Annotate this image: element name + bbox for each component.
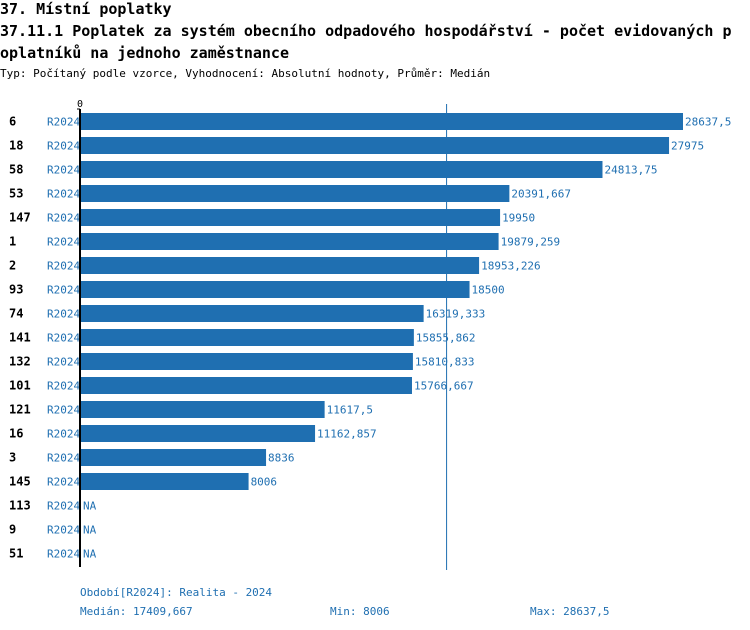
row-id-label: 101: [9, 379, 31, 393]
data-bar: [80, 161, 603, 178]
row-period-label: R2024: [47, 332, 80, 345]
data-bar: [80, 257, 480, 274]
row-period-label: R2024: [47, 116, 80, 129]
data-value-label: 8006: [251, 476, 277, 489]
chart-subtitle: Typ: Počítaný podle vzorce, Vyhodnocení:…: [0, 67, 491, 80]
row-id-label: 51: [9, 547, 23, 561]
row-period-label: R2024: [47, 404, 80, 417]
row-period-label: R2024: [47, 356, 80, 369]
data-value-label: 27975: [671, 140, 704, 153]
data-bar: [80, 449, 267, 466]
indicator-title-line-1: 37.11.1 Poplatek za systém obecního odpa…: [0, 22, 732, 40]
row-period-label: R2024: [47, 476, 80, 489]
axis-zero-label: 0: [77, 99, 83, 110]
data-value-label: 28637,5: [685, 116, 731, 129]
row-id-label: 145: [9, 475, 31, 489]
data-bar: [80, 401, 325, 418]
row-id-label: 141: [9, 331, 31, 345]
row-period-label: R2024: [47, 188, 80, 201]
row-period-label: R2024: [47, 308, 80, 321]
median-summary: Medián: 17409,667: [80, 605, 193, 618]
max-summary: Max: 28637,5: [530, 605, 610, 618]
row-period-label: R2024: [47, 548, 80, 561]
row-period-label: R2024: [47, 452, 80, 465]
data-value-label: 18500: [472, 284, 505, 297]
period-note: Období[R2024]: Realita - 2024: [80, 586, 273, 599]
data-value-label: 20391,667: [511, 188, 571, 201]
row-id-label: 3: [9, 451, 16, 465]
data-bar: [80, 377, 412, 394]
data-value-label: 19950: [502, 212, 535, 225]
min-summary: Min: 8006: [330, 605, 390, 618]
data-value-label: 16319,333: [426, 308, 486, 321]
row-period-label: R2024: [47, 524, 80, 537]
row-id-label: 113: [9, 499, 31, 513]
row-id-label: 2: [9, 259, 16, 273]
data-bar: [80, 209, 501, 226]
data-value-label: NA: [83, 548, 97, 561]
data-bar: [80, 473, 249, 490]
data-value-label: 19879,259: [501, 236, 561, 249]
row-period-label: R2024: [47, 164, 80, 177]
row-period-label: R2024: [47, 212, 80, 225]
row-id-label: 6: [9, 115, 16, 129]
data-value-label: NA: [83, 524, 97, 537]
row-period-label: R2024: [47, 500, 80, 513]
data-value-label: 24813,75: [604, 164, 657, 177]
data-value-label: 15855,862: [416, 332, 476, 345]
row-period-label: R2024: [47, 380, 80, 393]
data-bar: [80, 305, 424, 322]
row-period-label: R2024: [47, 284, 80, 297]
row-id-label: 147: [9, 211, 31, 225]
data-value-label: NA: [83, 500, 97, 513]
row-id-label: 18: [9, 139, 23, 153]
row-id-label: 53: [9, 187, 23, 201]
data-value-label: 8836: [268, 452, 295, 465]
data-bar: [80, 281, 470, 298]
data-value-label: 11162,857: [317, 428, 377, 441]
row-period-label: R2024: [47, 260, 80, 273]
data-value-label: 15810,833: [415, 356, 475, 369]
row-period-label: R2024: [47, 140, 80, 153]
row-period-label: R2024: [47, 236, 80, 249]
row-id-label: 9: [9, 523, 16, 537]
data-value-label: 15766,667: [414, 380, 474, 393]
data-bar: [80, 185, 510, 202]
row-id-label: 16: [9, 427, 23, 441]
data-bar: [80, 113, 683, 130]
section-title: 37. Místní poplatky: [0, 0, 172, 18]
data-bar: [80, 353, 413, 370]
row-id-label: 74: [9, 307, 23, 321]
data-bar: [80, 329, 414, 346]
data-value-label: 11617,5: [327, 404, 373, 417]
data-bar: [80, 425, 316, 442]
row-id-label: 1: [9, 235, 16, 249]
row-period-label: R2024: [47, 428, 80, 441]
row-id-label: 121: [9, 403, 31, 417]
indicator-title-line-2: oplatníků na jednoho zaměstnance: [0, 44, 289, 62]
data-bar: [80, 137, 670, 154]
data-value-label: 18953,226: [481, 260, 541, 273]
row-id-label: 93: [9, 283, 23, 297]
row-id-label: 58: [9, 163, 23, 177]
row-id-label: 132: [9, 355, 31, 369]
data-bar: [80, 233, 499, 250]
